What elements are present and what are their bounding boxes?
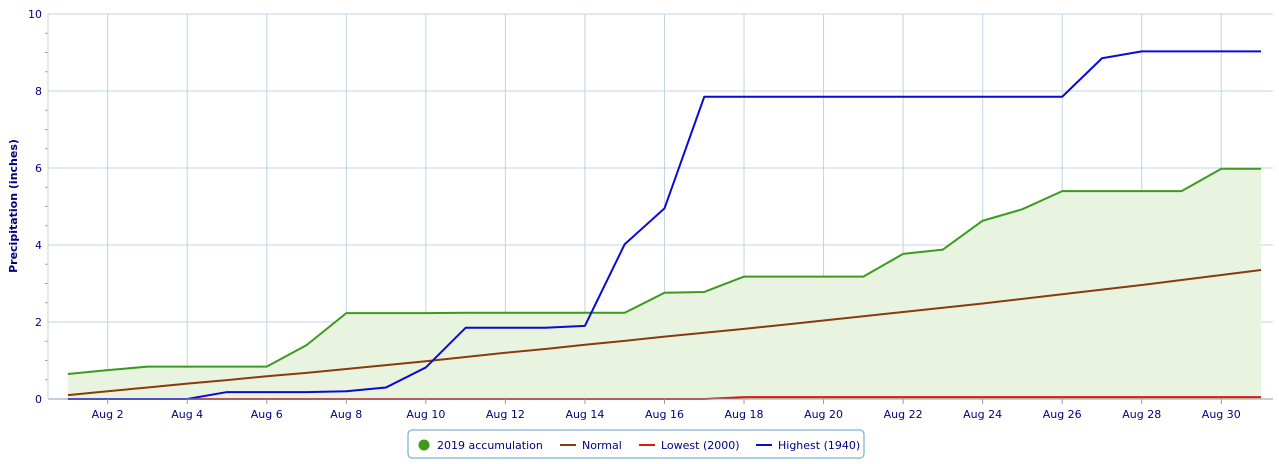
legend-box bbox=[407, 429, 865, 459]
y-tick-label: 10 bbox=[28, 8, 42, 21]
series-line-3 bbox=[67, 50, 1262, 400]
y-tick-label: 2 bbox=[35, 316, 42, 329]
x-tick-label: Aug 20 bbox=[804, 408, 843, 421]
legend-label-3: Highest (1940) bbox=[778, 439, 860, 452]
y-tick-label: 4 bbox=[35, 239, 42, 252]
legend-label-2: Lowest (2000) bbox=[661, 439, 740, 452]
series-area-0 bbox=[67, 168, 1262, 399]
x-tick-label: Aug 8 bbox=[330, 408, 362, 421]
x-tick-label: Aug 2 bbox=[92, 408, 124, 421]
x-tick-label: Aug 28 bbox=[1122, 408, 1161, 421]
x-tick-label: Aug 26 bbox=[1043, 408, 1082, 421]
axes bbox=[45, 14, 1273, 404]
x-tick-label: Aug 10 bbox=[406, 408, 445, 421]
x-tick-label: Aug 16 bbox=[645, 408, 684, 421]
x-tick-label: Aug 18 bbox=[725, 408, 764, 421]
x-tick-label: Aug 4 bbox=[171, 408, 203, 421]
series-line-1 bbox=[67, 269, 1262, 397]
y-axis-label: Precipitation (inches) bbox=[7, 139, 20, 273]
legend-marker-0 bbox=[418, 439, 430, 451]
legend-label-1: Normal bbox=[582, 439, 622, 452]
series-line-0 bbox=[67, 167, 1262, 375]
x-tick-label: Aug 30 bbox=[1202, 408, 1241, 421]
y-tick-labels: 0 2 4 6 8 10 bbox=[28, 8, 42, 406]
x-tick-label: Aug 24 bbox=[963, 408, 1002, 421]
y-tick-label: 6 bbox=[35, 162, 42, 175]
x-tick-labels: Aug 2 Aug 4 Aug 6 Aug 8 Aug 10 Aug 12 Aug 14 Au… bbox=[92, 408, 1241, 421]
legend-label-0: 2019 accumulation bbox=[437, 439, 543, 452]
x-tick-label: Aug 14 bbox=[565, 408, 604, 421]
y-tick-label: 0 bbox=[35, 393, 42, 406]
legend: 2019 accumulation Normal Lowest (2000) High… bbox=[407, 429, 865, 459]
y-tick-label: 8 bbox=[35, 85, 42, 98]
x-tick-label: Aug 12 bbox=[486, 408, 525, 421]
x-tick-label: Aug 22 bbox=[884, 408, 923, 421]
x-tick-label: Aug 6 bbox=[251, 408, 283, 421]
